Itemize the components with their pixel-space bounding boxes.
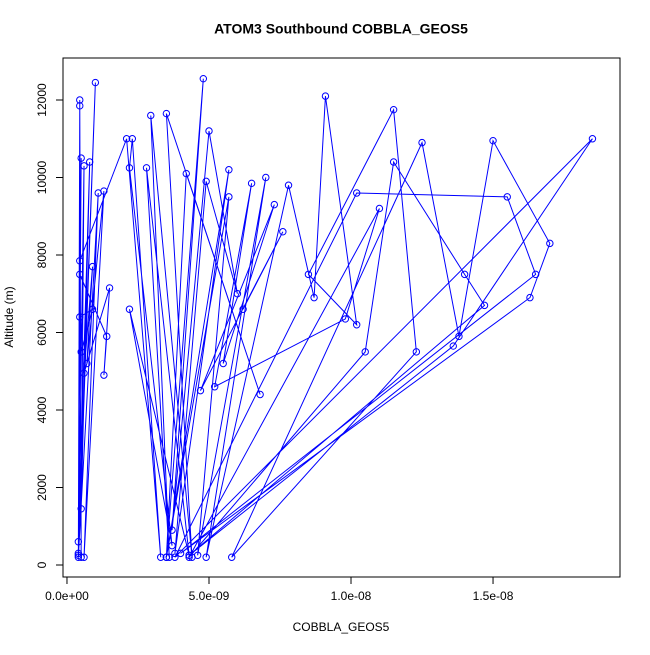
plot-frame: [62, 57, 621, 578]
data-point: [460, 270, 469, 279]
y-tick-label: 2000: [35, 474, 49, 501]
data-point: [74, 553, 83, 561]
data-point: [199, 74, 208, 83]
data-point: [162, 553, 171, 561]
data-point: [76, 257, 84, 265]
data-point: [304, 270, 313, 279]
data-point: [125, 305, 134, 313]
data-point: [76, 270, 84, 279]
x-tick-label: 1.0e-08: [331, 589, 372, 603]
data-point: [228, 553, 236, 561]
data-point: [77, 505, 85, 513]
data-line: [77, 78, 593, 558]
data-point: [262, 173, 270, 182]
data-point: [91, 78, 100, 87]
data-point: [80, 553, 88, 561]
x-tick-label: 5.0e-09: [189, 589, 230, 603]
data-point: [165, 553, 173, 561]
data-point: [202, 553, 210, 561]
data-point: [375, 204, 384, 213]
data-point: [142, 164, 151, 172]
data-point: [310, 293, 318, 302]
data-point: [185, 553, 193, 561]
data-point: [193, 551, 202, 560]
data-point: [76, 96, 84, 104]
data-point: [270, 200, 279, 209]
data-point: [100, 187, 108, 195]
data-point: [77, 348, 85, 356]
data-point: [256, 390, 264, 399]
data-point: [76, 313, 84, 321]
data-point: [168, 526, 176, 534]
x-tick-label: 0.0e+00: [45, 589, 89, 603]
data-point: [157, 553, 165, 561]
y-tick-label: 12000: [35, 83, 49, 117]
data-point: [176, 549, 185, 558]
data-point: [185, 551, 193, 560]
data-point: [182, 169, 190, 178]
data-point: [105, 284, 114, 292]
data-point: [85, 158, 94, 166]
data-point: [171, 549, 179, 558]
data-point: [80, 369, 88, 377]
data-point: [88, 262, 97, 271]
data-point: [546, 239, 554, 248]
data-point: [233, 290, 242, 298]
data-point: [503, 193, 511, 201]
data-point: [455, 332, 463, 341]
data-point: [361, 348, 369, 356]
y-axis-label: Altitude (m): [2, 286, 16, 347]
data-point: [449, 342, 457, 350]
data-point: [171, 553, 179, 561]
data-point: [247, 179, 256, 188]
data-point: [210, 383, 219, 391]
data-point: [489, 136, 497, 145]
data-point: [588, 135, 597, 143]
data-point: [80, 162, 88, 170]
data-point: [83, 359, 91, 368]
y-tick-label: 6000: [35, 319, 49, 346]
x-axis-label: COBBLA_GEOS5: [293, 620, 390, 634]
y-tick-label: 8000: [35, 241, 49, 268]
data-point: [352, 189, 361, 197]
data-point: [74, 549, 83, 558]
data-point: [196, 386, 205, 395]
data-point: [480, 301, 489, 310]
data-point: [225, 193, 233, 201]
data-point: [128, 135, 137, 143]
y-tick-label: 4000: [35, 396, 49, 423]
data-point: [225, 166, 233, 174]
data-point: [202, 177, 210, 186]
data-point: [239, 305, 247, 313]
data-point: [341, 315, 350, 323]
data-point: [162, 109, 171, 118]
data-point: [389, 158, 398, 166]
data-point: [352, 321, 361, 329]
x-tick-label: 1.5e-08: [473, 589, 514, 603]
data-point: [76, 102, 84, 110]
data-point: [321, 92, 330, 100]
data-point: [168, 541, 176, 550]
data-point: [100, 371, 108, 379]
data-point: [77, 154, 85, 162]
data-point: [219, 359, 227, 368]
data-point: [74, 538, 83, 546]
data-point: [531, 270, 540, 279]
data-point: [526, 293, 534, 302]
data-point: [418, 138, 426, 147]
data-point: [389, 105, 398, 114]
chart-title: ATOM3 Southbound COBBLA_GEOS5: [214, 21, 468, 37]
data-point: [205, 127, 213, 135]
data-point: [125, 164, 134, 172]
data-point: [412, 348, 421, 356]
data-point: [122, 135, 131, 143]
data-point: [279, 228, 287, 236]
y-tick-label: 10000: [35, 160, 49, 194]
data-point: [147, 111, 155, 120]
data-point: [103, 332, 111, 341]
data-point: [88, 305, 97, 313]
y-tick-label: 0: [35, 561, 49, 568]
data-point: [284, 181, 293, 189]
